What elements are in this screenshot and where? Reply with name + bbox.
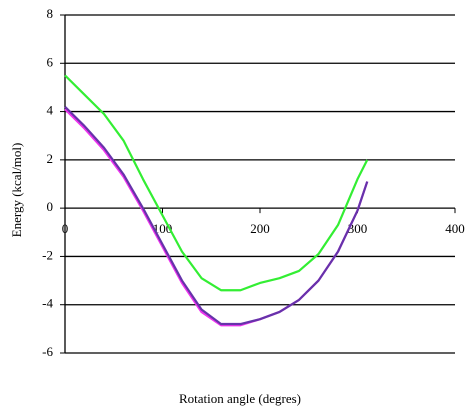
series-line — [64, 74, 369, 292]
y-tick-label: 0 — [47, 199, 54, 214]
x-tick-label: 400 — [445, 221, 465, 236]
y-tick-label: 8 — [47, 6, 54, 21]
y-tick-label: 6 — [47, 54, 54, 69]
series-line — [64, 108, 369, 327]
y-tick-label: -2 — [42, 247, 53, 262]
y-tick-label: -6 — [42, 344, 53, 359]
y-tick-label: -4 — [42, 296, 53, 311]
y-axis-label: Energy (kcal/mol) — [9, 143, 24, 238]
x-tick-label: 200 — [250, 221, 270, 236]
y-tick-label: 2 — [47, 151, 54, 166]
y-tick-label: 4 — [47, 103, 54, 118]
x-tick-label: 0 — [62, 221, 69, 236]
x-axis-label: Rotation angle (degres) — [179, 391, 301, 406]
x-tick-label: 300 — [348, 221, 368, 236]
series-line — [64, 105, 369, 326]
